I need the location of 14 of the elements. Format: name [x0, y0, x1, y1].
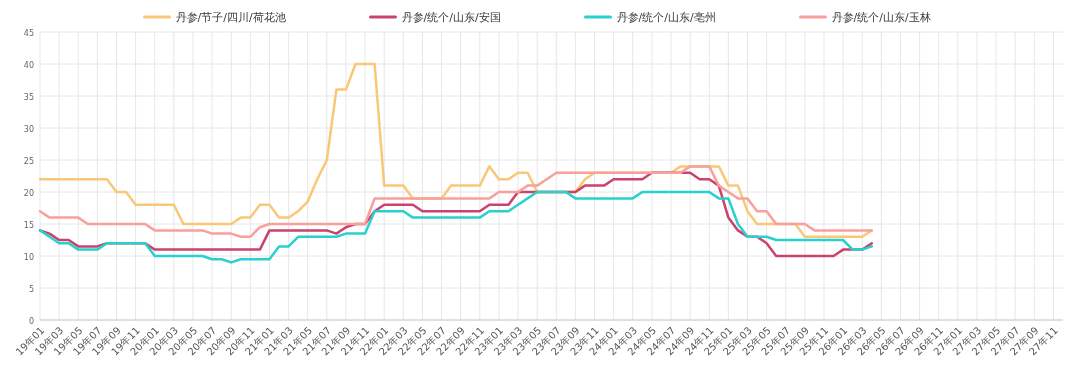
- y-tick-label: 20: [23, 188, 34, 198]
- y-tick-label: 5: [28, 284, 34, 294]
- legend-label: 丹参/统个/山东/亳州: [616, 11, 716, 24]
- legend-label: 丹参/统个/山东/安国: [401, 11, 501, 24]
- y-tick-label: 30: [23, 124, 34, 134]
- legend-label: 丹参/统个/山东/玉林: [831, 11, 931, 24]
- y-tick-label: 40: [23, 60, 34, 70]
- y-tick-label: 25: [23, 156, 34, 166]
- y-tick-label: 45: [23, 28, 34, 38]
- y-tick-label: 15: [23, 220, 34, 230]
- y-tick-label: 10: [23, 252, 34, 262]
- y-tick-label: 35: [23, 92, 34, 102]
- legend-label: 丹参/节子/四川/荷花池: [175, 11, 286, 24]
- y-tick-label: 0: [28, 316, 34, 326]
